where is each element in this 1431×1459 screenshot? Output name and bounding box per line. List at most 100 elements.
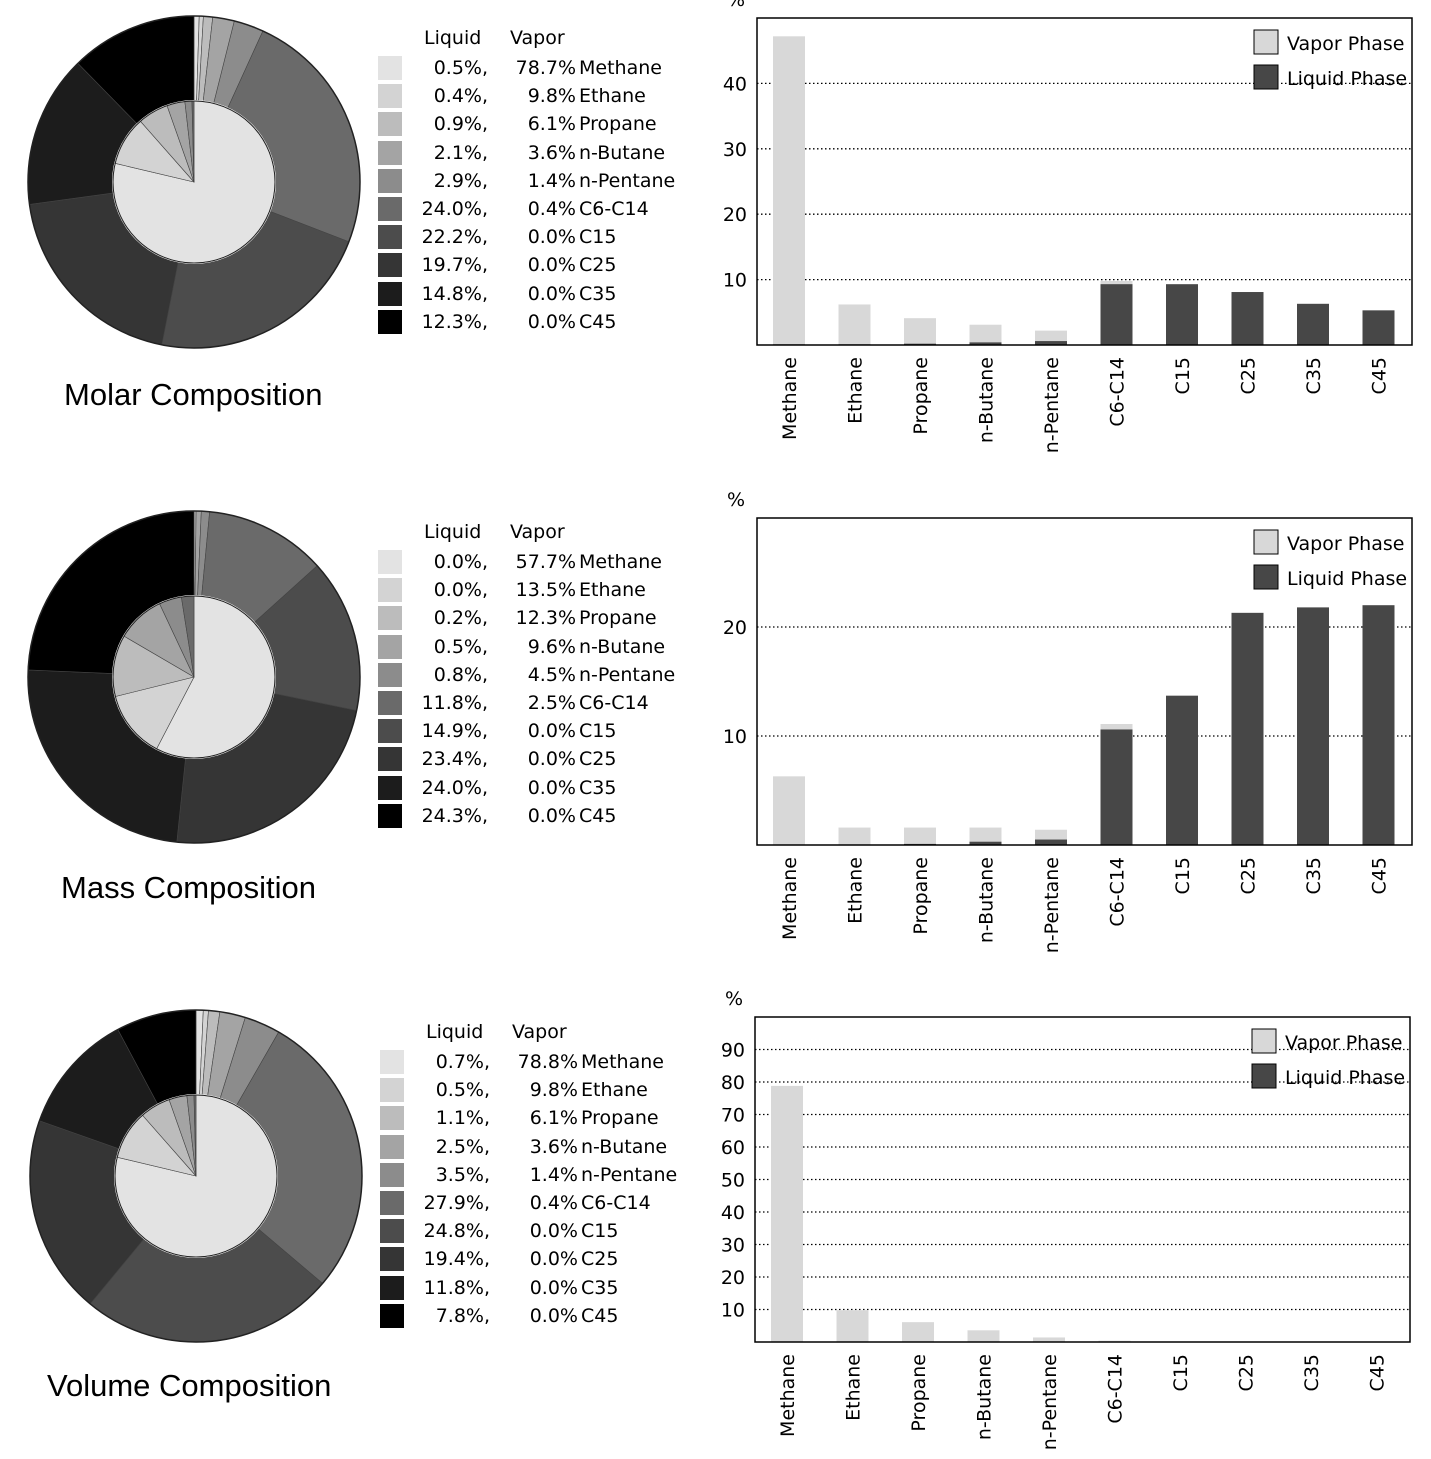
legend-vapor-value: 6.1%	[529, 1107, 578, 1130]
legend-component-name: Propane	[579, 607, 657, 630]
x-tick-label-propane: Propane	[910, 857, 932, 935]
legend-row-ethane: 0.5%, 9.8% Ethane	[380, 1076, 710, 1104]
vapor-bar-propane	[904, 827, 936, 845]
legend-vapor-value: 12.3%	[515, 607, 576, 630]
volume-donut-chart	[29, 1009, 363, 1343]
legend-liquid-value: 0.5%,	[435, 1079, 490, 1102]
molar-bar-chart: % 10 20 30 40 Methane Ethane Propane n-Butane n-P…	[723, 0, 1413, 453]
liquid-bar-c25	[1231, 292, 1264, 345]
legend-vapor-value: 6.1%	[527, 113, 576, 136]
legend-component-name: Ethane	[581, 1079, 648, 1102]
legend-vapor-value: 0.0%	[527, 776, 576, 799]
legend-component-name: C15	[581, 1220, 619, 1243]
y-tick-label: 30	[721, 1235, 745, 1257]
y-tick-label: 70	[721, 1105, 745, 1127]
x-tick-label-c6-c14: C6-C14	[1107, 857, 1129, 927]
vapor-bar-n-pentane	[1033, 1337, 1065, 1342]
liquid-bar-n-pentane	[1035, 341, 1067, 345]
x-tick-label-n-butane: n-Butane	[976, 857, 998, 943]
legend-vapor-label: Vapor Phase	[1285, 1032, 1402, 1054]
legend-liquid-value: 0.7%,	[435, 1051, 490, 1073]
legend-vapor-value: 13.5%	[515, 579, 576, 602]
x-tick-label-c35: C35	[1301, 1354, 1323, 1391]
legend-liquid-label: Liquid Phase	[1285, 1067, 1405, 1089]
legend-liquid-value: 11.8%,	[423, 1276, 490, 1299]
legend-row-c25: 19.7%, 0.0% C25	[378, 251, 708, 279]
legend-row-c45: 7.8%, 0.0% C45	[380, 1302, 710, 1330]
legend-component-name: C25	[579, 748, 617, 771]
vapor-bar-propane	[902, 1322, 934, 1342]
legend-component-name: C6-C14	[581, 1191, 651, 1214]
legend-vapor-label: Vapor Phase	[1287, 33, 1404, 55]
legend-swatch	[380, 1078, 404, 1103]
x-tick-label-n-butane: n-Butane	[974, 1354, 996, 1440]
legend-vapor-value: 4.5%	[527, 663, 576, 686]
legend-component-name: n-Butane	[579, 635, 666, 658]
mass-donut-chart	[27, 510, 361, 844]
legend-liquid-swatch	[1253, 64, 1279, 90]
legend-swatch	[380, 1190, 404, 1215]
legend-row-c45: 12.3%, 0.0% C45	[378, 308, 708, 336]
legend-swatch	[378, 634, 402, 659]
legend-vapor-value: 0.0%	[529, 1220, 578, 1243]
legend-vapor-value: 0.0%	[527, 804, 576, 827]
legend-row-c15: 14.9%, 0.0% C15	[378, 717, 708, 745]
liquid-bar-c25	[1231, 612, 1264, 845]
legend-vapor-value: 0.0%	[527, 254, 576, 277]
legend-vapor-value: 0.0%	[529, 1276, 578, 1299]
liquid-bar-c15	[1166, 695, 1198, 845]
x-tick-label-c25: C25	[1238, 857, 1260, 894]
x-tick-label-c15: C15	[1172, 357, 1194, 394]
legend-row-methane: 0.5%, 78.7% Methane	[378, 54, 708, 82]
legend-swatch	[378, 803, 402, 828]
legend-liquid-value: 19.7%,	[421, 254, 488, 277]
y-tick-label: 10	[723, 270, 747, 292]
y-tick-label: 20	[723, 204, 747, 226]
vapor-bar-methane	[771, 1085, 803, 1342]
legend-liquid-value: 0.5%,	[433, 57, 488, 79]
legend-row-c25: 23.4%, 0.0% C25	[378, 745, 708, 773]
legend-row-c35: 11.8%, 0.0% C35	[380, 1274, 710, 1302]
legend-row-methane: 0.0%, 57.7% Methane	[378, 548, 708, 576]
legend-liquid-value: 0.0%,	[433, 579, 488, 602]
legend-liquid-value: 24.3%,	[421, 804, 488, 827]
x-tick-label-c6-c14: C6-C14	[1105, 1354, 1127, 1424]
legend-row-n-pentane: 3.5%, 1.4% n-Pentane	[380, 1161, 710, 1189]
legend-vapor-value: 0.0%	[527, 226, 576, 249]
liquid-bar-c45	[1362, 605, 1395, 845]
x-tick-label-c25: C25	[1236, 1354, 1258, 1391]
legend-component-name: Methane	[579, 57, 662, 79]
liquid-bar-c6-c14	[1100, 284, 1133, 345]
legend-component-name: n-Butane	[579, 141, 666, 164]
legend-component-name: n-Butane	[581, 1135, 668, 1158]
y-tick-label: 40	[721, 1202, 745, 1224]
legend-liquid-value: 0.4%,	[433, 85, 488, 108]
x-tick-label-c35: C35	[1303, 857, 1325, 894]
legend-vapor-value: 57.7%	[515, 551, 576, 573]
y-axis-label: %	[727, 489, 745, 511]
liquid-bar-c35	[1297, 607, 1329, 845]
liquid-bar-n-butane	[969, 841, 1002, 845]
legend-liquid-value: 2.9%,	[433, 169, 488, 192]
legend-liquid-value: 14.8%,	[421, 282, 488, 305]
chart-caption: Mass Composition	[61, 870, 316, 905]
legend-vapor-value: 0.0%	[527, 748, 576, 771]
legend-liquid-value: 0.8%,	[433, 663, 488, 686]
chart-caption: Molar Composition	[64, 377, 323, 412]
liquid-bar-n-pentane	[1035, 839, 1067, 845]
legend-swatch	[378, 690, 402, 715]
mass-panel: Liquid Vapor 0.0%, 57.7% Methane 0.0%, 13.5%…	[0, 489, 1431, 974]
legend-component-name: n-Pentane	[579, 169, 676, 192]
legend-liquid-value: 23.4%,	[421, 748, 488, 771]
legend-swatch	[378, 719, 402, 744]
inner-disc-outline	[114, 1094, 278, 1258]
legend-component-name: C35	[581, 1276, 619, 1299]
y-tick-label: 10	[721, 1300, 745, 1322]
legend-liquid-value: 12.3%,	[421, 310, 488, 333]
legend-component-name: C15	[579, 720, 617, 743]
legend-header-vapor: Vapor	[510, 27, 565, 49]
legend-vapor-value: 0.0%	[527, 282, 576, 305]
legend-swatch	[378, 662, 402, 687]
legend-vapor-label: Vapor Phase	[1287, 533, 1404, 555]
legend-row-propane: 0.9%, 6.1% Propane	[378, 110, 708, 138]
